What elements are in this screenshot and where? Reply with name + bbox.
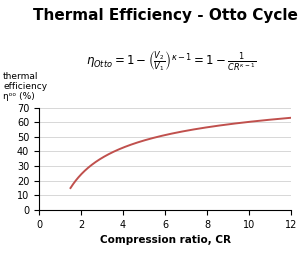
Text: thermal
efficiency
ηᵒᵒ (%): thermal efficiency ηᵒᵒ (%) [3,72,47,101]
Text: $\eta_{Otto} = 1 - \left(\frac{V_2}{V_1}\right)^{\kappa-1}= 1 - \frac{1}{CR^{\ka: $\eta_{Otto} = 1 - \left(\frac{V_2}{V_1}… [86,49,256,74]
X-axis label: Compression ratio, CR: Compression ratio, CR [100,235,230,245]
Text: Thermal Efficiency - Otto Cycle: Thermal Efficiency - Otto Cycle [33,8,297,23]
